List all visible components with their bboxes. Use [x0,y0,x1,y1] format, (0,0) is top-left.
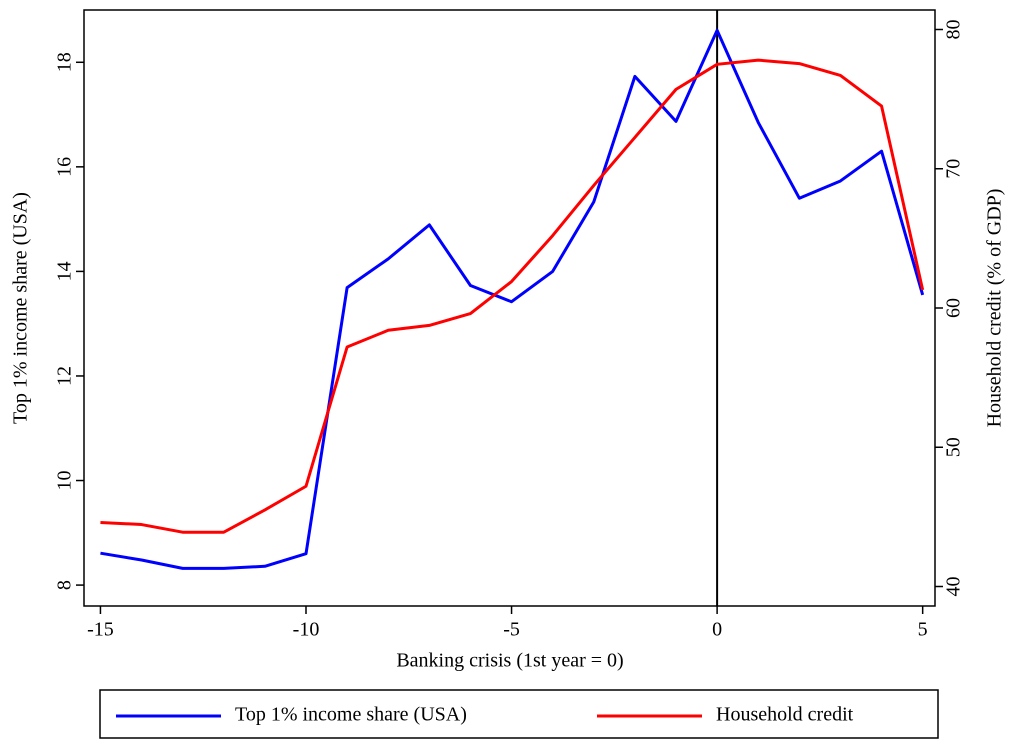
x-tick-label: 5 [918,619,928,641]
series-line [100,58,925,534]
y2-tick-label: 80 [943,19,965,39]
y-tick-label: 14 [54,261,76,281]
y2-tick-label: 60 [943,298,965,318]
x-tick-label: 0 [712,619,722,641]
y-axis-label: Top 1% income share (USA) [10,192,32,424]
y2-tick-label: 40 [943,577,965,597]
plot-frame [83,9,936,607]
y-tick-label: 8 [54,580,76,590]
y2-tick-label: 50 [943,437,965,457]
x-tick-label: -10 [293,619,320,641]
y-tick-label: 12 [54,366,76,386]
series-line [100,28,925,570]
y2-axis-label: Household credit (% of GDP) [984,189,1006,428]
x-tick-label: -15 [87,619,114,641]
y2-tick-label: 70 [943,159,965,179]
x-tick-label: -5 [503,619,520,641]
y-tick-label: 16 [54,157,76,177]
y-tick-label: 10 [54,471,76,491]
legend-box [99,689,939,739]
y-tick-label: 18 [54,52,76,72]
x-axis-label: Banking crisis (1st year = 0) [396,650,623,672]
legend-label: Top 1% income share (USA) [235,704,467,726]
legend-label: Household credit [716,704,854,726]
